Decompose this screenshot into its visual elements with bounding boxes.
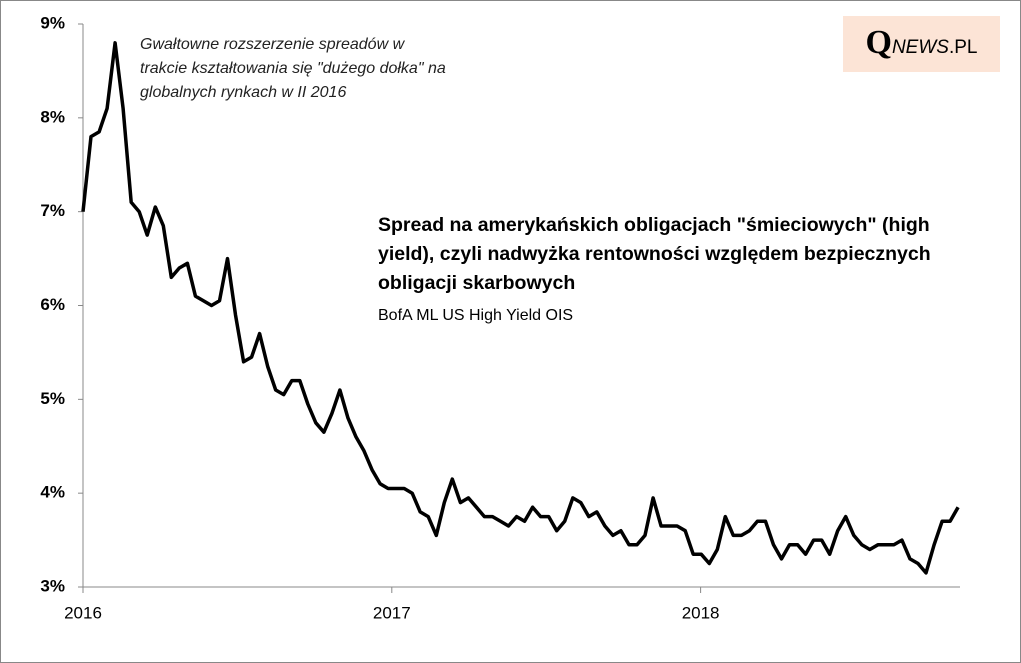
x-tick-label: 2018 [682, 603, 720, 622]
logo: Q NEWS .PL [843, 16, 1000, 72]
y-tick-label: 4% [40, 483, 65, 502]
y-tick-label: 3% [40, 576, 65, 595]
logo-name: NEWS [891, 37, 949, 58]
logo-suffix: .PL [948, 37, 978, 58]
y-tick-label: 7% [40, 201, 65, 220]
x-tick-label: 2017 [373, 603, 411, 622]
y-tick-label: 6% [40, 295, 65, 314]
y-tick-label: 9% [40, 13, 65, 32]
y-tick-label: 5% [40, 389, 65, 408]
annotation: Gwałtowne rozszerzenie spreadów w trakci… [140, 36, 446, 101]
subtitle: BofA ML US High Yield OIS [378, 307, 574, 324]
chart-title: Spread na amerykańskich obligacjach "śmi… [378, 214, 931, 294]
logo-initial: Q [865, 24, 892, 61]
line-series [81, 41, 960, 575]
x-tick-label: 2016 [64, 603, 102, 622]
y-tick-label: 8% [40, 107, 65, 126]
